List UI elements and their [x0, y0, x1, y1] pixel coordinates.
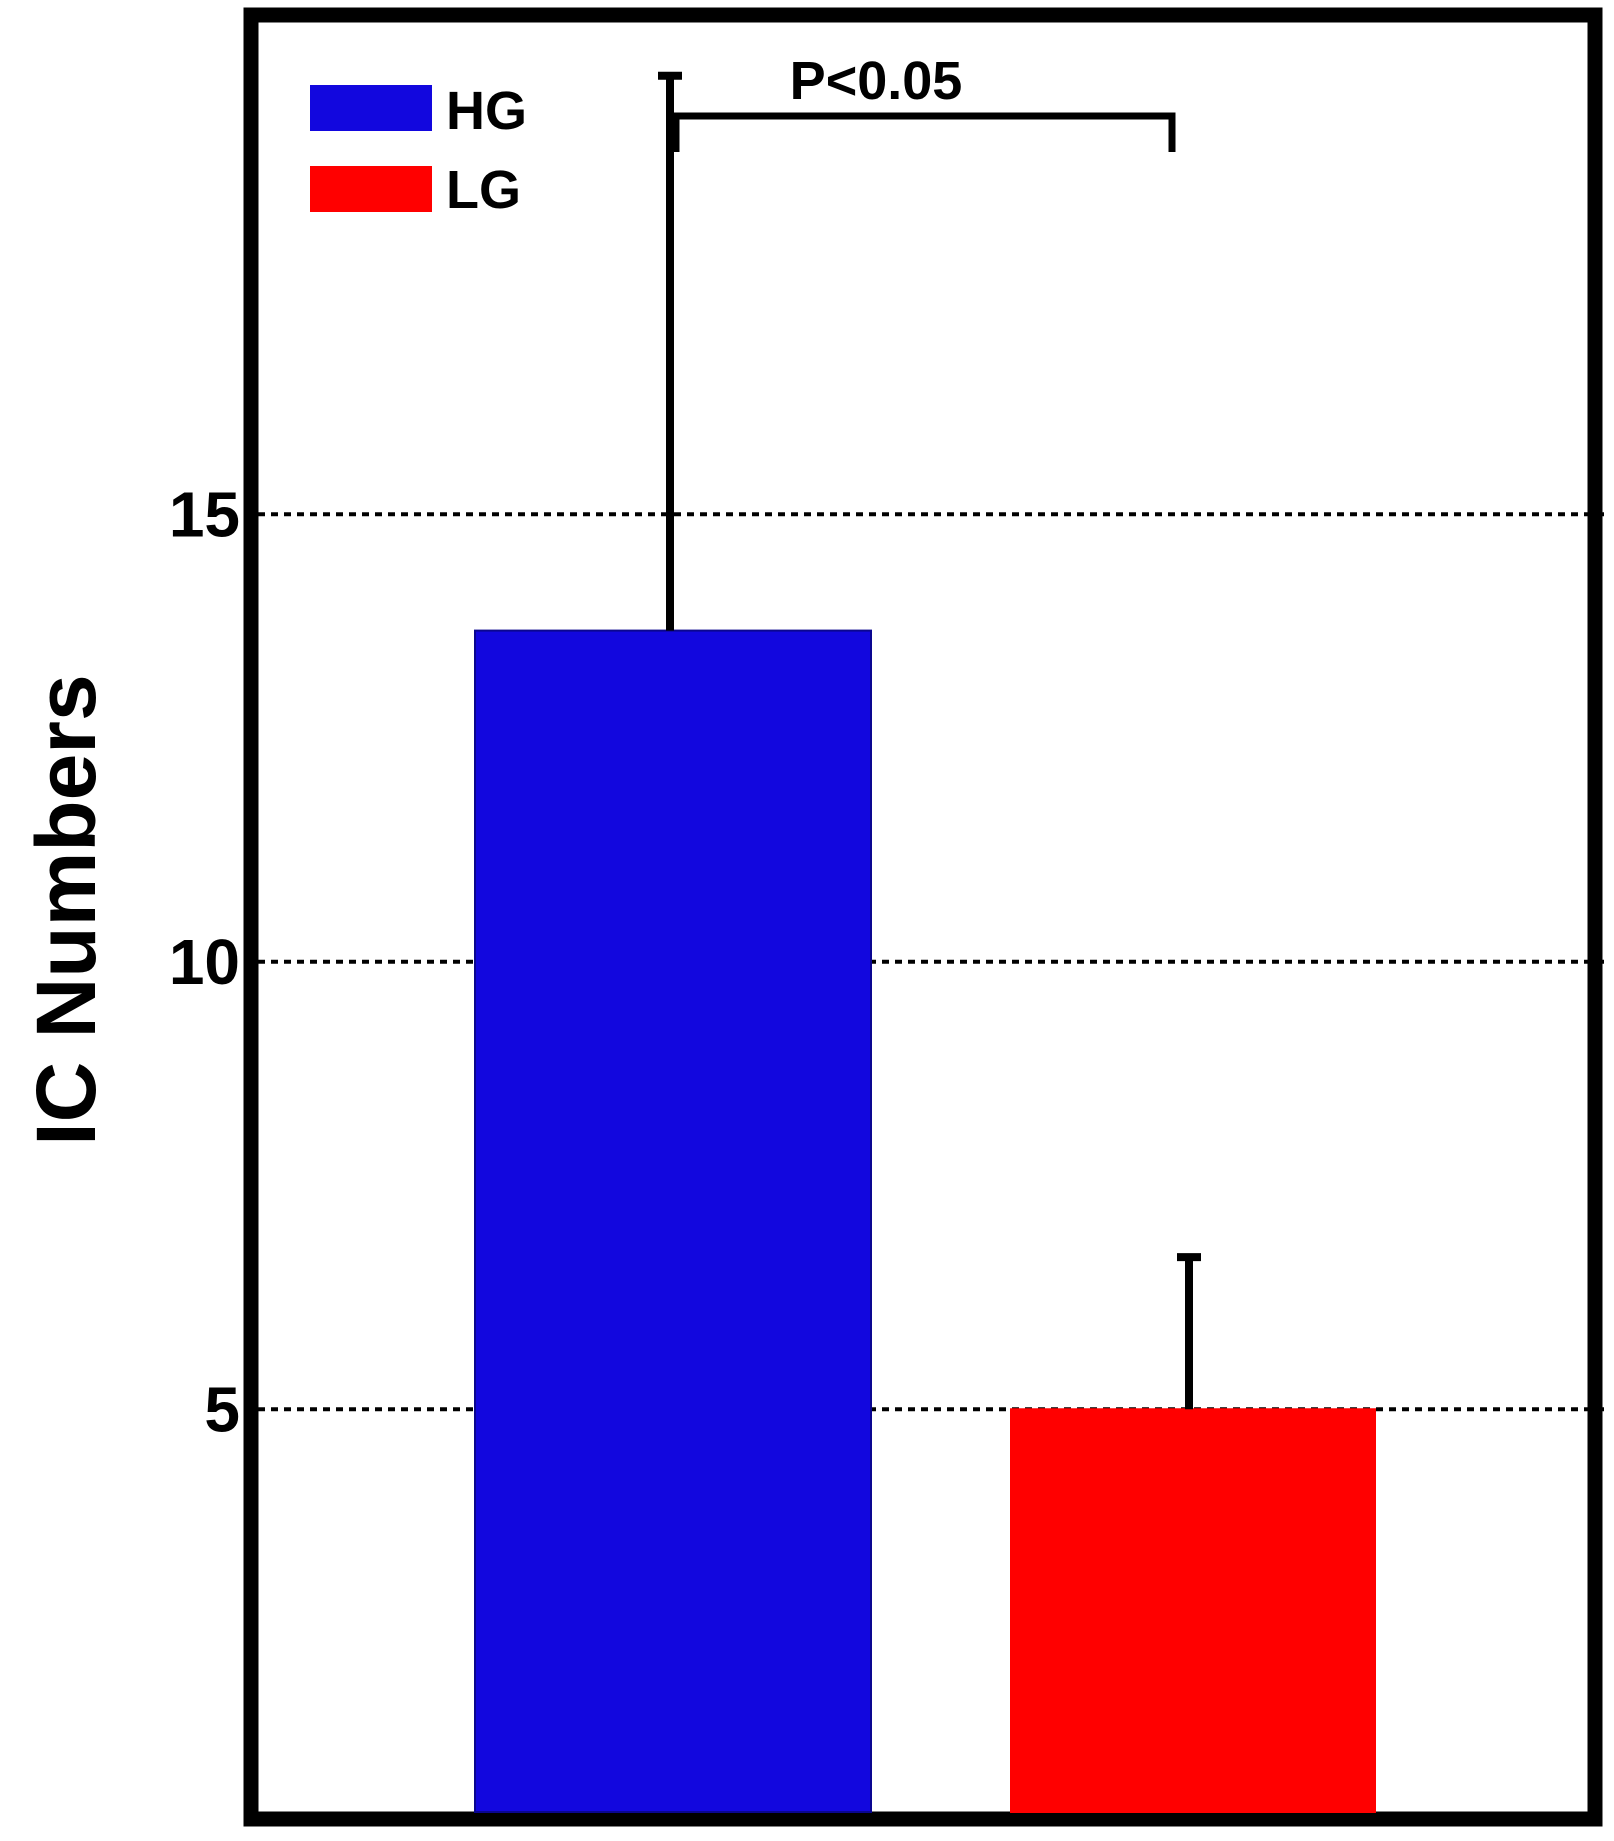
error-bars: [658, 71, 1201, 1410]
y-tick-labels: 5 10 15: [169, 478, 240, 1445]
bar-lg: [1010, 1408, 1376, 1813]
significance-label: P<0.05: [790, 51, 963, 111]
legend-swatch-hg: [310, 85, 432, 131]
legend-label-hg: HG: [446, 81, 527, 141]
legend: HG LG: [310, 81, 527, 220]
legend-label-lg: LG: [446, 160, 521, 220]
bar-hg: [474, 629, 872, 1813]
bars: [474, 629, 1376, 1813]
significance-bracket: P<0.05: [672, 51, 1176, 152]
legend-swatch-lg: [310, 166, 432, 212]
plot-frame: [243, 7, 1603, 1827]
significance-bracket-line: [672, 112, 1176, 152]
y-axis-label: IC Numbers: [19, 674, 113, 1145]
y-tick-label-10: 10: [169, 926, 240, 998]
y-tick-label-5: 5: [204, 1373, 240, 1445]
y-tick-label-15: 15: [169, 478, 240, 550]
